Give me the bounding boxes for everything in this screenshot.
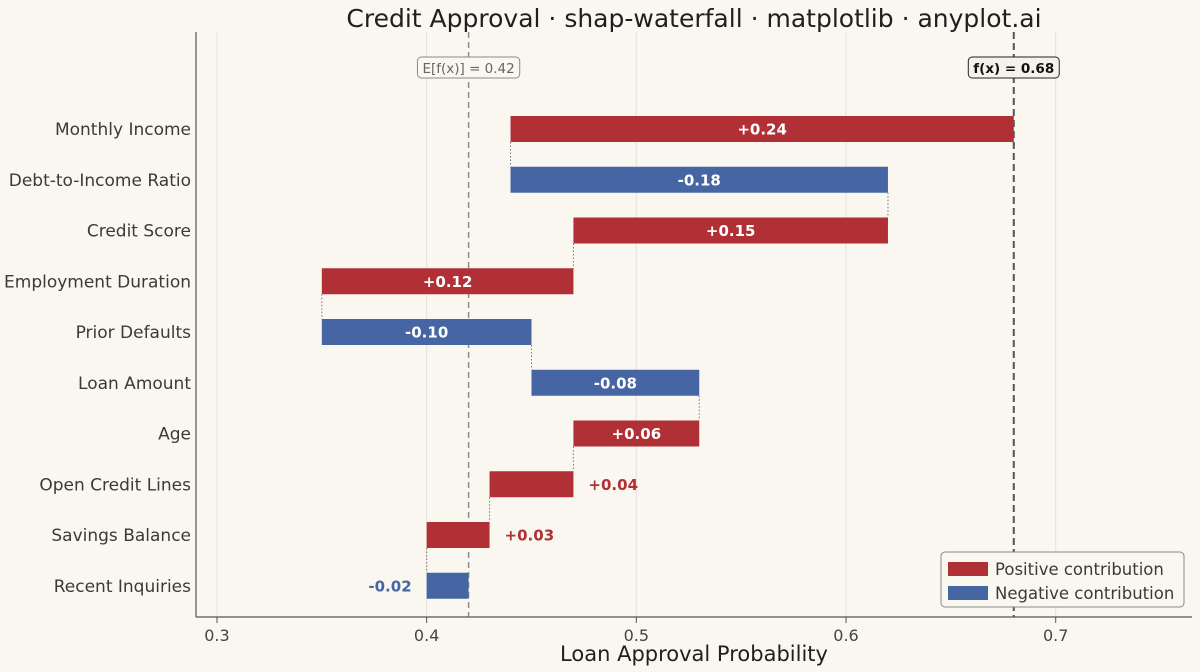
feature-label: Recent Inquiries	[54, 577, 191, 597]
bar-open-credit-lines	[489, 471, 574, 498]
feature-label: Monthly Income	[55, 120, 191, 140]
bar-monthly-income	[510, 116, 1014, 142]
bar-recent-inquiries	[426, 572, 469, 599]
bar-prior-defaults	[321, 319, 532, 345]
value-label: +0.03	[505, 527, 555, 545]
bar-loan-amount	[531, 369, 700, 396]
value-label: -0.18	[678, 171, 721, 189]
x-tick-label: 0.5	[624, 626, 649, 645]
value-label-layer: +0.24 -0.18 +0.15 +0.12 -0.10 -0.08 +0.06 +0.04…	[368, 121, 787, 596]
legend: Positive contribution Negative contributi…	[940, 551, 1185, 608]
legend-swatch	[948, 562, 988, 576]
value-label: +0.04	[588, 476, 638, 494]
value-label: -0.02	[368, 577, 411, 595]
feature-label: Age	[158, 425, 191, 445]
annotation-layer: E[f(x)] = 0.42 f(x) = 0.68	[416, 56, 1060, 79]
bar-debt-to-income-ratio	[510, 166, 888, 193]
legend-label: Positive contribution	[995, 560, 1164, 579]
legend-swatch	[948, 586, 988, 600]
value-label: +0.15	[706, 222, 756, 240]
value-label: +0.24	[737, 121, 787, 139]
x-axis-label: Loan Approval Probability	[560, 642, 828, 666]
base-value-annotation: E[f(x)] = 0.42	[416, 56, 521, 79]
value-label: -0.08	[594, 374, 637, 392]
connector-layer	[321, 142, 889, 573]
feature-label: Savings Balance	[51, 526, 191, 546]
value-label: -0.10	[405, 324, 448, 342]
x-tick-label: 0.6	[833, 626, 858, 645]
feature-label: Credit Score	[87, 222, 191, 242]
legend-box	[940, 551, 1185, 608]
value-label: +0.06	[612, 425, 662, 443]
base-value-annotation-label: E[f(x)] = 0.42	[422, 61, 514, 77]
x-tick-label: 0.3	[204, 626, 229, 645]
bar-employment-duration	[321, 268, 574, 295]
x-tick-label: 0.7	[1043, 626, 1068, 645]
feature-label-layer: Monthly Income Debt-to-Income Ratio Credit…	[4, 120, 191, 597]
output-value-annotation: f(x) = 0.68	[967, 56, 1060, 79]
value-label: +0.12	[423, 273, 473, 291]
feature-label: Open Credit Lines	[39, 475, 191, 495]
output-value-annotation-box	[967, 56, 1060, 79]
chart-title: Credit Approval · shap-waterfall · matpl…	[346, 4, 1041, 33]
legend-label: Negative contribution	[995, 584, 1174, 603]
bar-savings-balance	[426, 522, 490, 548]
feature-label: Loan Amount	[78, 374, 191, 394]
base-value-annotation-box	[416, 56, 521, 79]
output-value-annotation-label: f(x) = 0.68	[973, 61, 1054, 77]
bar-credit-score	[573, 217, 888, 244]
bar-layer	[321, 116, 1014, 599]
x-tick-label: 0.4	[414, 626, 439, 645]
feature-label: Prior Defaults	[76, 323, 192, 343]
bar-age	[573, 420, 700, 447]
feature-label: Debt-to-Income Ratio	[9, 171, 191, 191]
feature-label: Employment Duration	[4, 272, 191, 292]
x-axis: 0.3 0.4 0.5 0.6 0.7	[195, 32, 1192, 645]
